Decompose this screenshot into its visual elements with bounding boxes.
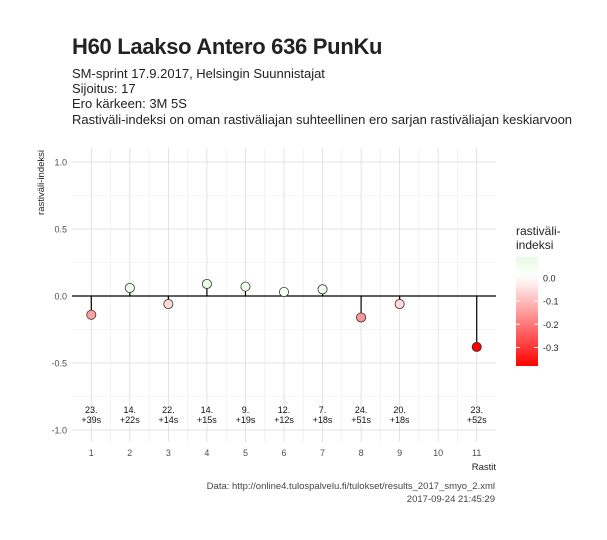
- x-tick-label: 1: [89, 448, 94, 458]
- data-label-line: +18s: [313, 415, 333, 425]
- caption-source: Data: http://online4.tulospalvelu.fi/tul…: [206, 481, 495, 492]
- legend-tick-label: -0.3: [543, 343, 559, 353]
- data-label-line: 9.: [242, 405, 250, 415]
- x-tick-label: 5: [243, 448, 248, 458]
- data-label-line: +15s: [197, 415, 217, 425]
- legend-title: rastiväli-indeksi: [516, 224, 561, 252]
- point-3: [163, 299, 174, 310]
- data-label-11: 23. +52s: [467, 405, 487, 425]
- y-tick-label: -1.0: [51, 426, 67, 436]
- data-label-line: +12s: [274, 415, 294, 425]
- subtitle-line-4: Rastiväli-indeksi on oman rastiväliajan …: [72, 112, 573, 127]
- legend-tick-label: -0.2: [543, 320, 559, 330]
- data-label-line: +22s: [120, 415, 140, 425]
- data-label-line: 24.: [355, 405, 368, 415]
- data-label-3: 22. +14s: [158, 405, 178, 425]
- x-tick-label: 9: [397, 448, 402, 458]
- data-label-8: 24. +51s: [351, 405, 371, 425]
- legend-title-line: rastiväli-: [516, 224, 561, 238]
- x-tick-label: 4: [204, 448, 209, 458]
- data-label-2: 14. +22s: [120, 405, 140, 425]
- data-label-4: 14. +15s: [197, 405, 217, 425]
- x-tick-label: 3: [166, 448, 171, 458]
- data-label-line: 20.: [393, 405, 406, 415]
- x-axis-title: Rastit: [472, 462, 497, 473]
- data-label-line: +14s: [158, 415, 178, 425]
- x-tick-label: 8: [359, 448, 364, 458]
- point-7: [317, 284, 328, 295]
- data-label-7: 7. +18s: [313, 405, 333, 425]
- point-4: [201, 278, 212, 289]
- legend-colorbar: [516, 257, 538, 366]
- subtitle-line-1: SM-sprint 17.9.2017, Helsingin Suunnista…: [72, 66, 325, 81]
- point-9: [394, 299, 405, 310]
- point-8: [356, 312, 367, 323]
- x-tick-label: 2: [127, 448, 132, 458]
- data-label-5: 9. +19s: [236, 405, 256, 425]
- caption-timestamp: 2017-09-24 21:45:29: [406, 494, 495, 505]
- x-tick-label: 6: [281, 448, 286, 458]
- data-label-line: +19s: [236, 415, 256, 425]
- legend-title-line: indeksi: [516, 238, 553, 252]
- grid: [72, 148, 496, 442]
- data-label-line: +39s: [81, 415, 101, 425]
- data-label-1: 23. +39s: [81, 405, 101, 425]
- data-label-line: 23.: [85, 405, 98, 415]
- legend-tick-label: 0.0: [543, 273, 556, 283]
- data-label-line: +51s: [351, 415, 371, 425]
- data-label-line: 7.: [319, 405, 327, 415]
- y-tick-label: 0.5: [54, 225, 67, 235]
- data-label-line: 14.: [201, 405, 214, 415]
- data-label-9: 20. +18s: [390, 405, 410, 425]
- point-1: [86, 309, 97, 320]
- y-tick-label: 1.0: [54, 158, 67, 168]
- data-label-line: +18s: [390, 415, 410, 425]
- data-label-line: +52s: [467, 415, 487, 425]
- point-5: [240, 281, 251, 292]
- legend-tick-label: -0.1: [543, 297, 559, 307]
- point-6: [278, 286, 289, 297]
- point-2: [124, 282, 135, 293]
- x-tick-label: 7: [320, 448, 325, 458]
- chart-title: H60 Laakso Antero 636 PunKu: [72, 34, 383, 59]
- subtitle-line-3: Ero kärkeen: 3M 5S: [72, 96, 187, 111]
- data-label-line: 14.: [124, 405, 137, 415]
- y-tick-label: 0.0: [54, 292, 67, 302]
- data-label-line: 22.: [162, 405, 175, 415]
- x-tick-label: 10: [433, 448, 443, 458]
- data-label-line: 12.: [278, 405, 291, 415]
- point-11: [471, 341, 482, 352]
- subtitle-line-2: Sijoitus: 17: [72, 81, 136, 96]
- data-label-6: 12. +12s: [274, 405, 294, 425]
- data-label-line: 23.: [470, 405, 483, 415]
- y-axis-title: rastiväli-indeksi: [36, 150, 47, 215]
- y-tick-label: -0.5: [51, 359, 67, 369]
- x-tick-label: 11: [472, 448, 481, 458]
